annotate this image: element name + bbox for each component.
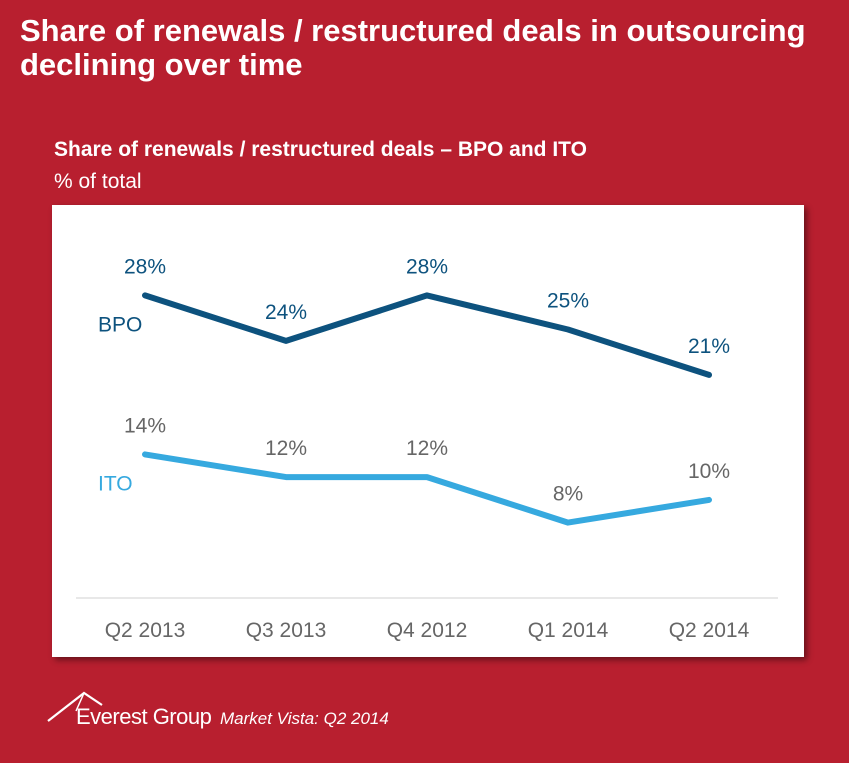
bpo-data-label: 21% (688, 335, 730, 358)
x-tick-label: Q1 2014 (528, 619, 609, 642)
page-title: Share of renewals / restructured deals i… (20, 13, 806, 82)
ito-data-label: 10% (688, 460, 730, 483)
ito-data-label: 12% (265, 437, 307, 460)
bpo-data-label: 25% (547, 290, 589, 313)
mountain-peak-icon (47, 691, 103, 722)
x-tick-label: Q3 2013 (246, 619, 327, 642)
bpo-legend-label: BPO (98, 313, 142, 336)
bpo-data-label: 28% (406, 255, 448, 278)
x-tick-label: Q2 2013 (105, 619, 186, 642)
brand-name: Everest Group (76, 704, 212, 729)
bpo-data-label: 28% (124, 255, 166, 278)
chart-panel: Q2 2013 Q3 2013 Q4 2012 Q1 2014 Q2 2014 28% 24… (52, 205, 804, 657)
bpo-data-label: 24% (265, 301, 307, 324)
x-tick-label: Q4 2012 (387, 619, 468, 642)
ito-data-label: 14% (124, 414, 166, 437)
chart-unit-label: % of total (54, 170, 142, 193)
chart-title: Share of renewals / restructured deals –… (54, 138, 587, 161)
line-chart: Q2 2013 Q3 2013 Q4 2012 Q1 2014 Q2 2014 28% 24… (76, 255, 778, 642)
ito-data-label: 8% (553, 483, 583, 506)
ito-series-line (142, 451, 712, 526)
x-tick-label: Q2 2014 (669, 619, 750, 642)
report-name: Market Vista: Q2 2014 (220, 709, 389, 728)
ito-data-label: 12% (406, 437, 448, 460)
ito-legend-label: ITO (98, 472, 133, 495)
bpo-series-line (142, 292, 712, 378)
